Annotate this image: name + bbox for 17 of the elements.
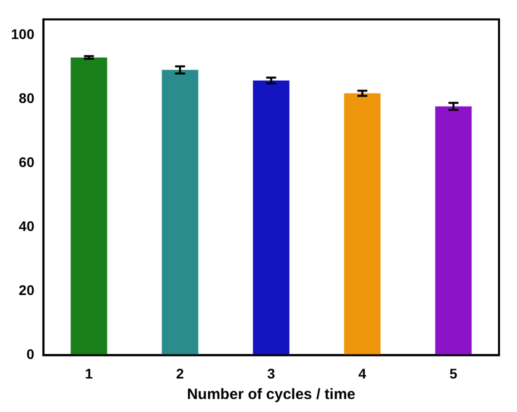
y-tick-label: 20 xyxy=(18,282,35,298)
x-axis-title: Number of cycles / time xyxy=(186,386,356,404)
bar xyxy=(435,106,472,356)
x-tick-label: 5 xyxy=(450,365,458,382)
y-tick-label: 40 xyxy=(18,218,35,234)
x-tick-label: 3 xyxy=(267,365,276,382)
bar xyxy=(344,93,381,356)
x-tick-label: 4 xyxy=(358,365,366,382)
y-tick-label: 80 xyxy=(18,90,35,106)
y-tick-label: 60 xyxy=(18,154,35,170)
x-tick-label: 1 xyxy=(85,365,94,382)
y-tick-label: 100 xyxy=(11,26,35,42)
bar xyxy=(162,70,198,356)
bar xyxy=(70,57,108,356)
x-tick-label: 2 xyxy=(176,365,184,382)
bar xyxy=(252,80,290,356)
y-tick-label: 0 xyxy=(26,346,35,362)
